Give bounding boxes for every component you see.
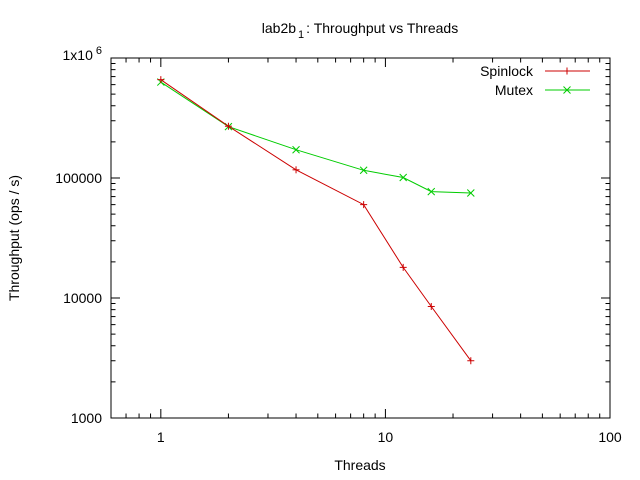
x-tick-label: 1 [157,429,165,445]
spinlock-point [157,76,165,84]
mutex-point [466,189,475,197]
axis-ticks [110,57,611,419]
y-tick-label: 100000 [55,170,102,186]
marker-stroke [399,173,408,182]
mutex-point [359,166,368,175]
mutex-point [399,173,408,182]
spinlock-point [292,166,300,174]
marker-stroke [427,187,436,196]
marker-stroke [359,166,368,175]
chart-title: lab2b 1: Throughput vs Threads [262,20,458,41]
chart-title-rest: : Throughput vs Threads [306,20,458,36]
x-axis-label: Threads [334,457,385,473]
series-mutex [156,78,475,197]
mutex-line [160,81,471,194]
legend-item-mutex: Mutex [495,82,590,98]
marker-stroke [466,189,475,197]
axis-tick-labels: 1 10 100 1000 10000 100000 1x10 6 [55,45,622,445]
y-axis-label: Throughput (ops / s) [6,175,22,301]
mutex-point [292,145,300,154]
legend: Spinlock Mutex [480,63,590,98]
legend-label-spinlock: Spinlock [480,63,534,79]
legend-marker-mutex [563,86,571,94]
x-tick-label: 100 [598,429,622,445]
chart-title-main: lab2b [262,20,296,36]
y-tick-label: 1000 [71,410,102,426]
spinlock-point [224,122,232,130]
spinlock-point [399,263,407,271]
y-tick-label: 10000 [63,290,102,306]
series-spinlock [157,76,475,365]
chart-title-subscript: 1 [298,29,304,41]
marker-stroke [563,86,571,94]
y-tick-label: 1x10 6 [63,45,102,63]
spinlock-point [427,302,435,310]
spinlock-line [160,79,472,361]
spinlock-point [467,357,475,365]
y-tick-label-exponent: 6 [96,45,102,57]
plot-frame [110,57,611,419]
y-tick-label-base: 1x10 [63,47,94,63]
spinlock-point [360,201,368,209]
legend-item-spinlock: Spinlock [480,63,590,79]
legend-marker-spinlock [563,67,571,75]
mutex-point [427,187,436,196]
series-group [156,76,475,365]
x-tick-label: 10 [378,429,394,445]
legend-label-mutex: Mutex [495,82,533,98]
marker-stroke [292,145,300,154]
